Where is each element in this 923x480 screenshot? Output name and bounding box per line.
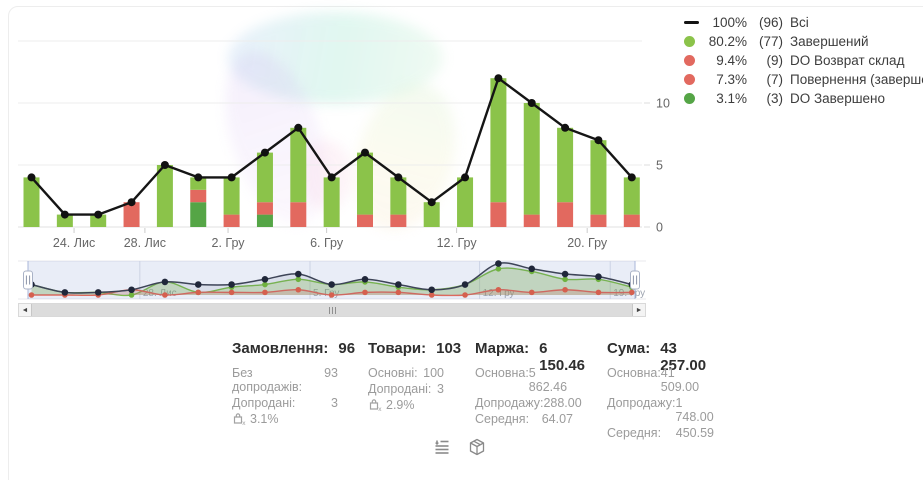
stat-col-margin: Маржа: 6 150.46 Основна: 5 862.46 Допродаж… [475, 340, 585, 426]
bars-group [23, 78, 640, 227]
legend-count: (96) [758, 15, 783, 30]
stat-sub-value: 450.59 [675, 426, 714, 440]
stat-sub-label: Основна: [475, 366, 529, 380]
legend-count: (3) [766, 91, 784, 106]
stat-title: Замовлення: [232, 340, 329, 357]
stat-sub-label: Основна: [607, 366, 661, 380]
svg-text:5: 5 [656, 159, 663, 173]
stat-col-sum: Сума: 43 257.00 Основна: 41 509.00 Допрода… [607, 340, 714, 440]
orders-stacked-bar-chart: 0 5 10 24. Лис 28. Лис 2. Гру 6. Гру 12. Гру 20.… [18, 40, 670, 250]
legend-dot-icon [684, 55, 703, 66]
stat-sub-value: 1 748.00 [675, 396, 714, 424]
stat-value: 103 [436, 340, 462, 357]
svg-text:5. Гру: 5. Гру [313, 288, 339, 299]
stat-sub-value: 41 509.00 [660, 366, 700, 394]
stat-sub-label: Допродані: [368, 382, 432, 396]
stat-title: Товари: [368, 340, 427, 357]
widget-card [8, 6, 923, 480]
stat-sub-value: 288.00 [543, 396, 582, 410]
legend-item-do-completed[interactable]: 3.1% (3) DO Завершено [684, 89, 923, 108]
upsell-basket-icon: x [233, 413, 246, 426]
stat-value: 6 150.46 [539, 340, 586, 374]
legend-dot-icon [684, 74, 703, 85]
navigator-left-handle [23, 270, 33, 290]
svg-text:28. Лис: 28. Лис [143, 288, 177, 299]
legend-count: (9) [766, 53, 784, 68]
stat-value: 43 257.00 [660, 340, 707, 374]
legend-dot-icon [684, 93, 703, 104]
navigator-right-handle [630, 270, 640, 290]
legend-label: DO Завершено [790, 91, 886, 106]
scroll-left-arrow-icon[interactable]: ◄ [21, 306, 29, 314]
stat-value: 96 [338, 340, 356, 357]
scrollbar-thumb[interactable] [31, 304, 633, 316]
list-settings-icon[interactable] [432, 437, 452, 457]
stat-sub-label: Допродажу: [475, 396, 544, 410]
legend-label: Повернення (завершений) [790, 72, 923, 87]
stat-sub-label: Середня: [607, 426, 662, 440]
upsell-pct: 3.1% [250, 412, 279, 426]
svg-text:6. Гру: 6. Гру [310, 236, 344, 250]
svg-text:20. Гру: 20. Гру [567, 236, 608, 250]
total-line-dots [27, 74, 636, 219]
stat-sub-value: 64.07 [541, 412, 573, 426]
legend-pct: 100% [712, 15, 747, 30]
stat-sub-value: 5 862.46 [528, 366, 568, 394]
svg-text:12. Гру: 12. Гру [483, 288, 515, 299]
legend-item-completed[interactable]: 80.2% (77) Завершений [684, 32, 923, 51]
legend-label: DO Возврат склад [790, 53, 905, 68]
svg-text:x: x [242, 420, 246, 426]
svg-text:24. Лис: 24. Лис [53, 236, 95, 250]
chart-scrollbar[interactable]: ◄ ► [18, 303, 646, 317]
legend-item-return-completed[interactable]: 7.3% (7) Повернення (завершений) [684, 70, 923, 89]
stat-title: Маржа: [475, 340, 530, 357]
legend-count: (7) [766, 72, 784, 87]
legend-item-return-warehouse[interactable]: 9.4% (9) DO Возврат склад [684, 51, 923, 70]
legend-count: (77) [758, 34, 783, 49]
stat-sub-value: 100 [423, 366, 444, 380]
stat-sub-label: Допродані: [232, 396, 296, 410]
legend-pct: 7.3% [716, 72, 747, 87]
stat-sub-label: Середня: [475, 412, 530, 426]
svg-text:2. Гру: 2. Гру [212, 236, 246, 250]
stat-col-items: Товари: 103 Основні: 100 Допродані: 3 x 2.9… [368, 340, 461, 412]
scroll-right-arrow-icon[interactable]: ► [635, 306, 643, 314]
scrollbar-grip-icon [328, 306, 330, 314]
stat-sub-label: Основні: [368, 366, 418, 380]
legend-line-marker-icon [684, 21, 703, 24]
stat-sub-label: Допродажу: [607, 396, 676, 410]
scrollbar-grip-icon [331, 306, 333, 314]
stat-sub-label: Без допродажів: [232, 366, 303, 394]
chart-range-navigator[interactable]: 28. Лис 5. Гру 12. Гру 19. Гру [18, 258, 646, 302]
svg-text:12. Гру: 12. Гру [437, 236, 478, 250]
chart-legend: 100% (96) Всі 80.2% (77) Завершений 9.4%… [684, 13, 923, 108]
stat-sub-value: 93 [324, 366, 338, 380]
stat-sub-value: 3 [437, 382, 444, 396]
legend-pct: 3.1% [716, 91, 747, 106]
svg-text:x: x [378, 406, 382, 412]
legend-pct: 80.2% [708, 34, 747, 49]
legend-dot-icon [684, 36, 703, 47]
legend-label: Всі [790, 15, 809, 30]
footer-toolbar [432, 437, 487, 457]
legend-label: Завершений [790, 34, 869, 49]
svg-text:28. Лис: 28. Лис [124, 236, 166, 250]
legend-pct: 9.4% [716, 53, 747, 68]
upsell-basket-icon: x [369, 399, 382, 412]
legend-item-all[interactable]: 100% (96) Всі [684, 13, 923, 32]
svg-text:19. Гру: 19. Гру [613, 288, 645, 299]
stat-title: Сума: [607, 340, 651, 357]
stat-sub-value: 3 [331, 396, 338, 410]
svg-text:0: 0 [656, 221, 663, 235]
stat-col-orders: Замовлення: 96 Без допродажів: 93 Допродан… [232, 340, 355, 426]
upsell-pct: 2.9% [386, 398, 415, 412]
scrollbar-grip-icon [334, 306, 336, 314]
package-icon[interactable] [467, 437, 487, 457]
svg-text:10: 10 [656, 97, 670, 111]
